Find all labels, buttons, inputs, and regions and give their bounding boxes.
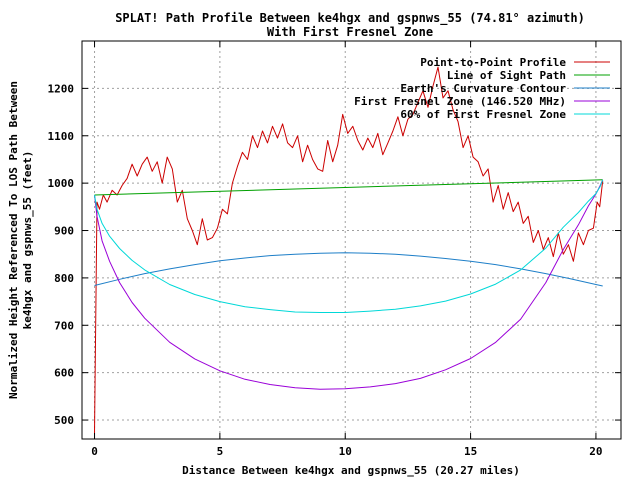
- x-tick-label: 20: [589, 445, 602, 458]
- y-axis-label-line2: ke4hgx and gspnws_55 (feet): [21, 151, 34, 330]
- x-tick-label: 10: [339, 445, 352, 458]
- y-tick-label: 1100: [48, 130, 75, 143]
- grid: [82, 41, 621, 439]
- legend-label: Line of Sight Path: [447, 69, 566, 82]
- legend-label: Earth's Curvature Contour: [400, 82, 566, 95]
- axis-ticks: 0 5 10 15 20 500 600 700 800 900 1000 1100 1200: [48, 41, 621, 458]
- y-tick-label: 900: [54, 225, 74, 238]
- y-tick-label: 700: [54, 319, 74, 332]
- chart-subtitle: With First Fresnel Zone: [267, 25, 433, 39]
- x-tick-label: 5: [217, 445, 224, 458]
- legend-label: 60% of First Fresnel Zone: [400, 108, 566, 121]
- line-of-sight-series-line: [94, 179, 603, 196]
- y-tick-label: 600: [54, 367, 74, 380]
- y-tick-label: 1200: [48, 82, 75, 95]
- chart-title: SPLAT! Path Profile Between ke4hgx and g…: [115, 11, 585, 26]
- x-tick-label: 15: [464, 445, 477, 458]
- y-axis-label-line1: Normalized Height Referenced To LOS Path…: [7, 81, 20, 399]
- earth-curvature-series-line: [94, 252, 603, 287]
- x-axis-label: Distance Between ke4hgx and gspnws_55 (2…: [182, 464, 520, 477]
- y-tick-label: 800: [54, 272, 74, 285]
- plot-frame: [81, 40, 622, 440]
- plot-series: [94, 66, 604, 435]
- fresnel-zone-60-series-line: [94, 179, 604, 313]
- fresnel-zone-series-line: [94, 179, 604, 390]
- y-tick-label: 500: [54, 414, 74, 427]
- y-tick-label: 1000: [48, 177, 75, 190]
- x-tick-label: 0: [91, 445, 98, 458]
- legend-label: First Fresnel Zone (146.520 MHz): [354, 95, 566, 108]
- legend-label: Point-to-Point Profile: [420, 56, 566, 69]
- profile-series-line: [94, 66, 604, 435]
